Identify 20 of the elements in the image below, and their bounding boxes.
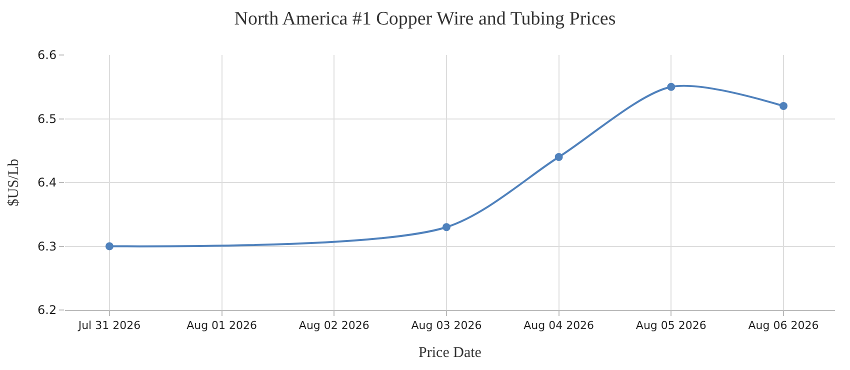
x-tick-label: Aug 05 2026 bbox=[636, 319, 706, 332]
point bbox=[105, 242, 114, 250]
point bbox=[442, 223, 450, 232]
y-tick-label: 6.5 bbox=[38, 112, 57, 126]
y-axis-title: $US/Lb bbox=[6, 158, 22, 206]
x-tick-label: Jul 31 2026 bbox=[77, 319, 141, 332]
x-tick-label: Aug 02 2026 bbox=[298, 319, 370, 332]
x-tick-label: Aug 01 2026 bbox=[186, 319, 258, 332]
chart-title: North America #1 Copper Wire and Tubing Prices bbox=[234, 8, 616, 30]
y-tick-label: 6.3 bbox=[38, 239, 57, 254]
x-tick-label: Aug 06 2026 bbox=[748, 319, 819, 332]
point bbox=[780, 102, 788, 110]
x-axis-title: Price Date bbox=[418, 345, 482, 362]
y-tick-label: 6.2 bbox=[38, 303, 57, 318]
y-tick-label: 6.6 bbox=[38, 48, 57, 62]
point bbox=[667, 82, 676, 91]
y-tick-label: 6.4 bbox=[38, 176, 57, 190]
x-tick-label: Aug 04 2026 bbox=[524, 319, 594, 332]
x-tick-label: Aug 03 2026 bbox=[411, 319, 482, 332]
point bbox=[554, 153, 563, 161]
